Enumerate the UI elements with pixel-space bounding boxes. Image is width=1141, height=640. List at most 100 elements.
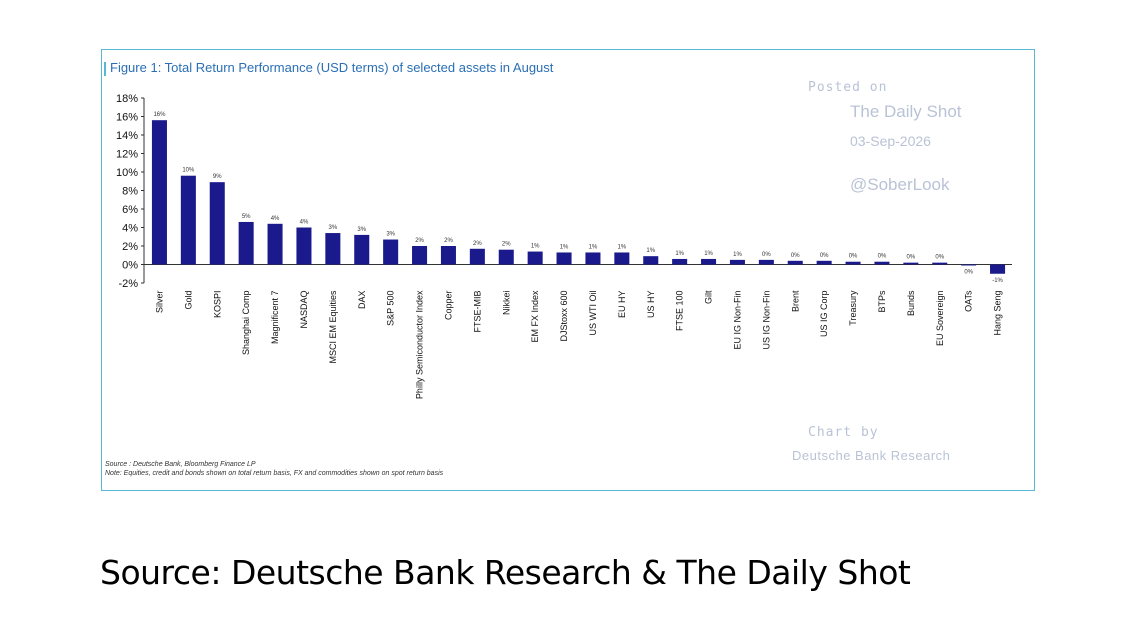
y-tick-label: 8% — [122, 186, 138, 198]
x-tick-label: Shanghai Comp — [241, 291, 251, 356]
x-tick-label: US HY — [646, 291, 656, 319]
bar — [469, 248, 485, 265]
bar — [556, 252, 572, 265]
x-tick-label: Bunds — [906, 290, 916, 316]
watermark-handle: @SoberLook — [850, 175, 950, 194]
watermark-date: 03-Sep-2026 — [850, 133, 931, 149]
x-tick-label: US WTI Oil — [588, 291, 598, 336]
bar — [267, 223, 283, 265]
data-label: 0% — [907, 255, 916, 261]
bar — [903, 262, 919, 265]
watermark-site: The Daily Shot — [850, 102, 962, 121]
x-tick-label: KOSPI — [212, 291, 222, 319]
x-tick-label: EM FX Index — [530, 290, 540, 343]
data-label: 4% — [271, 216, 280, 222]
bar — [874, 261, 890, 265]
data-label: 1% — [646, 248, 655, 254]
data-label: 2% — [444, 238, 453, 244]
chart-title: Figure 1: Total Return Performance (USD … — [110, 60, 554, 75]
x-tick-label: Copper — [443, 291, 453, 321]
data-label: 1% — [560, 244, 569, 250]
title-accent — [104, 62, 106, 76]
data-label: 0% — [791, 253, 800, 259]
bar — [354, 234, 370, 265]
bar — [238, 221, 254, 265]
bar — [787, 260, 803, 265]
bar — [325, 233, 341, 265]
y-tick-label: 14% — [116, 130, 138, 142]
bar — [961, 264, 977, 266]
data-label: 0% — [964, 269, 973, 275]
data-label: 1% — [675, 251, 684, 257]
x-tick-label: Brent — [790, 290, 800, 312]
x-tick-label: Treasury — [848, 290, 858, 326]
y-tick-label: 18% — [116, 93, 138, 105]
data-label: 2% — [502, 242, 511, 248]
bar — [729, 259, 745, 265]
x-tick-label: NASDAQ — [299, 291, 309, 329]
bar — [440, 246, 456, 265]
x-tick-label: Philly Semiconductor Index — [415, 290, 425, 399]
x-tick-label: DAX — [357, 291, 367, 310]
watermark-chart-by: Chart by — [808, 425, 879, 440]
data-label: 5% — [242, 214, 251, 220]
x-tick-label: Nikkei — [501, 291, 511, 316]
x-tick-label: MSCI EM Equities — [328, 290, 338, 364]
y-tick-label: 16% — [116, 112, 138, 124]
bar-chart: -2% 0% 2% 4% 6% 8% 10% 12% 14% 16% 18% 16% Silver 10%… — [116, 93, 1012, 399]
data-label: 0% — [878, 254, 887, 260]
chart-figure: Figure 1: Total Return Performance (USD … — [101, 49, 1035, 491]
data-label: 16% — [153, 112, 166, 118]
x-tick-label: FTSE 100 — [675, 291, 685, 332]
data-label: 3% — [386, 232, 395, 238]
data-label: 3% — [357, 227, 366, 233]
x-tick-label: Gilt — [704, 290, 714, 304]
y-tick-label: 2% — [122, 241, 138, 253]
bar — [180, 175, 196, 265]
data-label: 1% — [589, 244, 598, 250]
data-label: 1% — [704, 251, 713, 257]
x-tick-label: EU Sovereign — [935, 291, 945, 347]
y-tick-label: -2% — [118, 278, 138, 290]
data-label: 2% — [473, 241, 482, 247]
footnote: Note: Equities, credit and bonds shown o… — [105, 470, 444, 477]
x-tick-label: Hang Seng — [993, 291, 1003, 336]
data-label: 3% — [329, 225, 338, 231]
data-label: 1% — [733, 252, 742, 258]
watermark-posted-on: Posted on — [808, 80, 888, 95]
data-label: 1% — [618, 244, 627, 250]
data-label: 4% — [300, 220, 309, 226]
bar — [151, 120, 167, 265]
bar — [383, 239, 399, 265]
x-tick-label: DJStoxx 600 — [559, 291, 569, 342]
data-label: 10% — [182, 168, 195, 174]
bar — [527, 251, 543, 265]
data-label: 0% — [935, 255, 944, 261]
x-tick-label: EU HY — [617, 291, 627, 319]
x-tick-label: BTPs — [877, 290, 887, 313]
bar — [701, 258, 717, 265]
y-tick-label: 0% — [122, 260, 138, 272]
x-tick-label: US IG Corp — [819, 291, 829, 338]
bar — [209, 182, 225, 265]
x-tick-label: Silver — [154, 291, 164, 314]
y-tick-label: 10% — [116, 167, 138, 179]
bar — [643, 256, 659, 265]
bar — [816, 260, 832, 265]
bar — [672, 258, 688, 265]
x-tick-label: EU IG Non-Fin — [732, 291, 742, 350]
data-label: 0% — [849, 254, 858, 260]
page-caption: Source: Deutsche Bank Research & The Dai… — [100, 553, 911, 592]
x-tick-label: Gold — [183, 291, 193, 310]
bar — [990, 264, 1006, 274]
data-label: 9% — [213, 174, 222, 180]
x-tick-label: OATs — [964, 290, 974, 312]
bar — [296, 227, 312, 265]
data-label: 1% — [531, 244, 540, 250]
bar — [758, 259, 774, 265]
y-tick-label: 6% — [122, 204, 138, 216]
source-note: Source : Deutsche Bank, Bloomberg Financ… — [105, 461, 256, 468]
watermark-chart-by-name: Deutsche Bank Research — [792, 448, 951, 463]
bar — [498, 249, 514, 265]
data-label: 0% — [762, 252, 771, 258]
